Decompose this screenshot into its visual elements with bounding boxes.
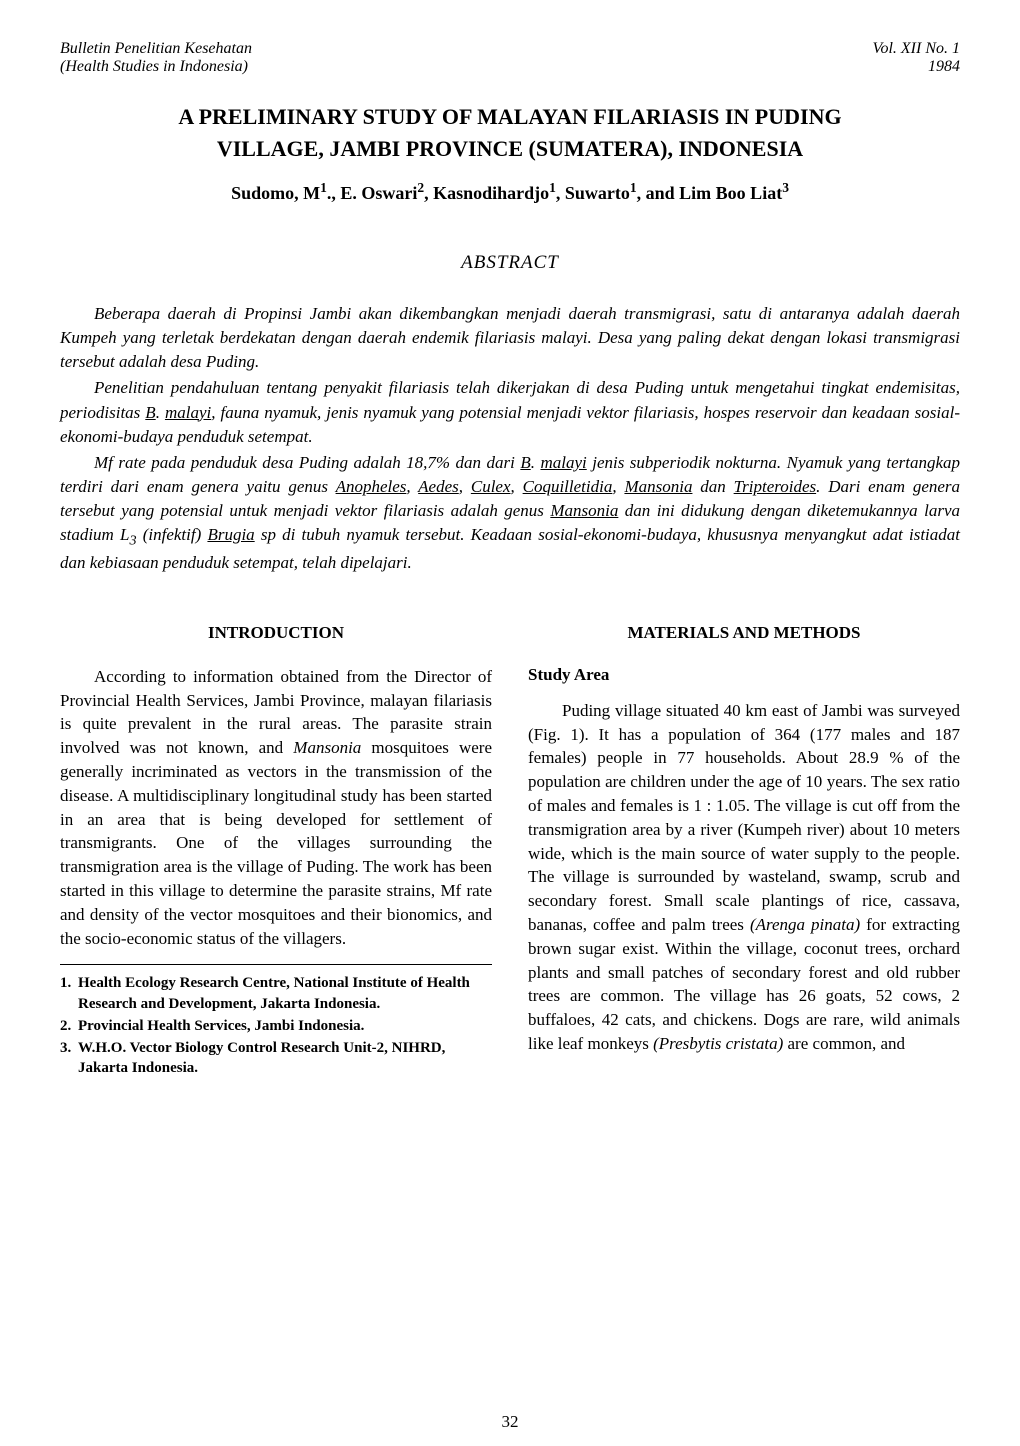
- journal-name: Bulletin Penelitian Kesehatan: [60, 40, 252, 58]
- right-column: MATERIALS AND METHODS Study Area Puding …: [528, 623, 960, 1081]
- year: 1984: [872, 58, 960, 76]
- article-title-line2: VILLAGE, JAMBI PROVINCE (SUMATERA), INDO…: [60, 136, 960, 162]
- footnote-number: 2.: [60, 1016, 78, 1036]
- article-title-line1: A PRELIMINARY STUDY OF MALAYAN FILARIASI…: [60, 104, 960, 130]
- study-area-subheading: Study Area: [528, 665, 960, 685]
- two-column-body: INTRODUCTION According to information ob…: [60, 623, 960, 1081]
- introduction-heading: INTRODUCTION: [60, 623, 492, 643]
- authors: Sudomo, M1., E. Oswari2, Kasnodihardjo1,…: [60, 180, 960, 204]
- footnote-text: W.H.O. Vector Biology Control Research U…: [78, 1038, 492, 1079]
- footnote-item: 2. Provincial Health Services, Jambi Ind…: [60, 1016, 492, 1036]
- header-left: Bulletin Penelitian Kesehatan (Health St…: [60, 40, 252, 76]
- footnote-text: Provincial Health Services, Jambi Indone…: [78, 1016, 364, 1036]
- abstract-para: Mf rate pada penduduk desa Puding adalah…: [60, 451, 960, 575]
- journal-header: Bulletin Penelitian Kesehatan (Health St…: [60, 40, 960, 76]
- abstract-para: Beberapa daerah di Propinsi Jambi akan d…: [60, 302, 960, 374]
- introduction-paragraph: According to information obtained from t…: [60, 665, 492, 951]
- introduction-block: According to information obtained from t…: [60, 665, 492, 951]
- header-right: Vol. XII No. 1 1984: [872, 40, 960, 76]
- footnote-number: 1.: [60, 973, 78, 1014]
- abstract-heading: ABSTRACT: [60, 252, 960, 274]
- volume-issue: Vol. XII No. 1: [872, 40, 960, 58]
- abstract-block: Beberapa daerah di Propinsi Jambi akan d…: [60, 302, 960, 575]
- footnote-text: Health Ecology Research Centre, National…: [78, 973, 492, 1014]
- journal-subtitle: (Health Studies in Indonesia): [60, 58, 252, 76]
- footnote-item: 1. Health Ecology Research Centre, Natio…: [60, 973, 492, 1014]
- page-number: 32: [0, 1412, 1020, 1432]
- abstract-para: Penelitian pendahuluan tentang penyakit …: [60, 376, 960, 448]
- left-column: INTRODUCTION According to information ob…: [60, 623, 492, 1081]
- materials-heading: MATERIALS AND METHODS: [528, 623, 960, 643]
- study-area-paragraph: Puding village situated 40 km east of Ja…: [528, 699, 960, 1056]
- footnote-item: 3. W.H.O. Vector Biology Control Researc…: [60, 1038, 492, 1079]
- footnotes-block: 1. Health Ecology Research Centre, Natio…: [60, 964, 492, 1078]
- footnote-number: 3.: [60, 1038, 78, 1079]
